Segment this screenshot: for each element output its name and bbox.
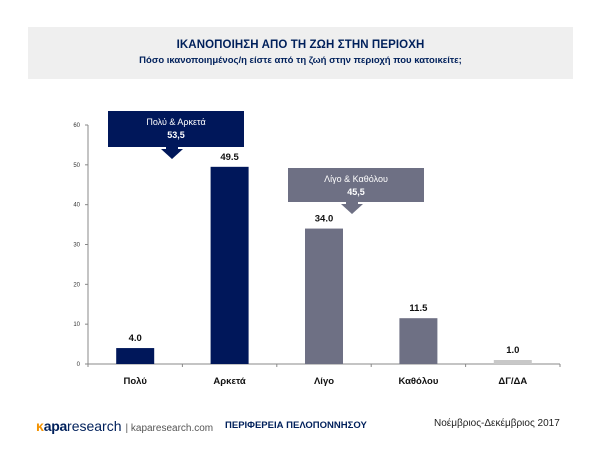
y-tick-label: 60: [73, 123, 80, 129]
footer: ĸaparesearch | kaparesearch.com ΠΕΡΙΦΕΡΕΙ…: [0, 410, 600, 440]
region-label: ΠΕΡΙΦΕΡΕΙΑ ΠΕΛΟΠΟΝΝΗΣΟΥ: [225, 420, 367, 431]
chart-title: ΙΚΑΝΟΠΟΙΗΣΗ ΑΠΟ ΤΗ ΖΩΗ ΣΤΗΝ ΠΕΡΙΟΧΗ: [176, 39, 425, 51]
bar-value-label: 11.5: [409, 303, 428, 314]
bar-value-label: 4.0: [129, 333, 142, 344]
callout-label: Πολύ & Αρκετά: [146, 117, 205, 127]
category-label: Λίγο: [314, 376, 334, 387]
category-label: ΔΓ/ΔΑ: [498, 376, 527, 387]
chart-header: ΙΚΑΝΟΠΟΙΗΣΗ ΑΠΟ ΤΗ ΖΩΗ ΣΤΗΝ ΠΕΡΙΟΧΗ Πόσο…: [28, 27, 573, 79]
callout-arrow-head: [161, 146, 183, 159]
callout-box: [108, 111, 244, 147]
category-label: Πολύ: [124, 376, 148, 387]
logo-mark: ĸ: [36, 418, 44, 434]
logo-site: | kaparesearch.com: [125, 423, 214, 434]
category-label: Αρκετά: [213, 376, 246, 387]
bar-value-label: 1.0: [506, 345, 519, 356]
callout-label: Λίγο & Καθόλου: [324, 174, 388, 184]
y-tick-label: 10: [73, 322, 80, 328]
y-tick-label: 30: [73, 243, 80, 249]
bar: [116, 348, 155, 364]
callout-value: 45,5: [347, 187, 365, 197]
chart-subtitle: Πόσο ικανοποιημένος/η είστε από τη ζωή σ…: [139, 55, 462, 66]
y-tick-label: 0: [77, 362, 81, 368]
bar-value-label: 49.5: [220, 152, 239, 163]
bar: [305, 228, 343, 364]
kapa-research-logo: ĸaparesearch | kaparesearch.com: [36, 418, 213, 434]
logo-brand: apa: [43, 418, 68, 434]
callout-arrow-head: [341, 201, 363, 214]
callout-value: 53,5: [167, 130, 185, 140]
category-label: Καθόλου: [398, 376, 438, 387]
y-tick-label: 40: [73, 203, 80, 209]
y-tick-label: 50: [73, 163, 80, 169]
bar: [399, 318, 438, 364]
bar: [210, 166, 249, 364]
survey-date: Νοέμβριος-Δεκέμβριος 2017: [434, 418, 560, 429]
logo-rest: research: [67, 418, 122, 434]
bar-value-label: 34.0: [315, 214, 334, 225]
y-tick-label: 20: [73, 282, 80, 288]
callout-box: [288, 168, 424, 202]
bar: [493, 360, 532, 364]
